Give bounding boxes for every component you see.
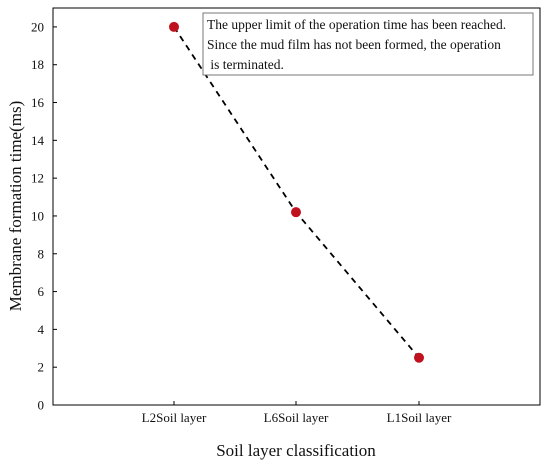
y-tick-label: 12 <box>31 171 44 186</box>
y-tick-label: 6 <box>38 284 45 299</box>
y-tick-label: 4 <box>38 322 45 337</box>
y-tick-label: 10 <box>31 208 44 223</box>
y-tick-label: 2 <box>38 360 45 375</box>
y-tick-label: 14 <box>31 133 45 148</box>
y-axis-title: Membrane formation time(ms) <box>6 101 25 312</box>
x-tick-label: L6Soil layer <box>264 410 329 425</box>
x-axis-ticks: L2Soil layer L6Soil layer L1Soil layer <box>142 401 452 425</box>
y-tick-label: 20 <box>31 19 44 34</box>
x-axis-title: Soil layer classification <box>216 441 376 460</box>
x-tick-label: L2Soil layer <box>142 410 207 425</box>
annotation-line-3: is terminated. <box>207 57 284 72</box>
data-point <box>414 352 424 363</box>
annotation-box: The upper limit of the operation time ha… <box>202 12 534 76</box>
y-tick-label: 0 <box>38 398 45 413</box>
series-layer <box>169 21 424 363</box>
annotation-frame <box>202 12 534 76</box>
data-point <box>169 21 179 32</box>
y-tick-label: 8 <box>38 246 45 261</box>
y-axis-ticks: 0 2 4 6 8 10 12 14 16 18 20 <box>31 19 57 413</box>
annotation-line-1: The upper limit of the operation time ha… <box>207 17 506 32</box>
data-point <box>291 207 301 218</box>
annotation-line-2: Since the mud film has not been formed, … <box>207 37 501 52</box>
y-tick-label: 16 <box>31 95 45 110</box>
series-line <box>173 26 420 359</box>
x-tick-label: L1Soil layer <box>387 410 452 425</box>
y-tick-label: 18 <box>31 57 44 72</box>
